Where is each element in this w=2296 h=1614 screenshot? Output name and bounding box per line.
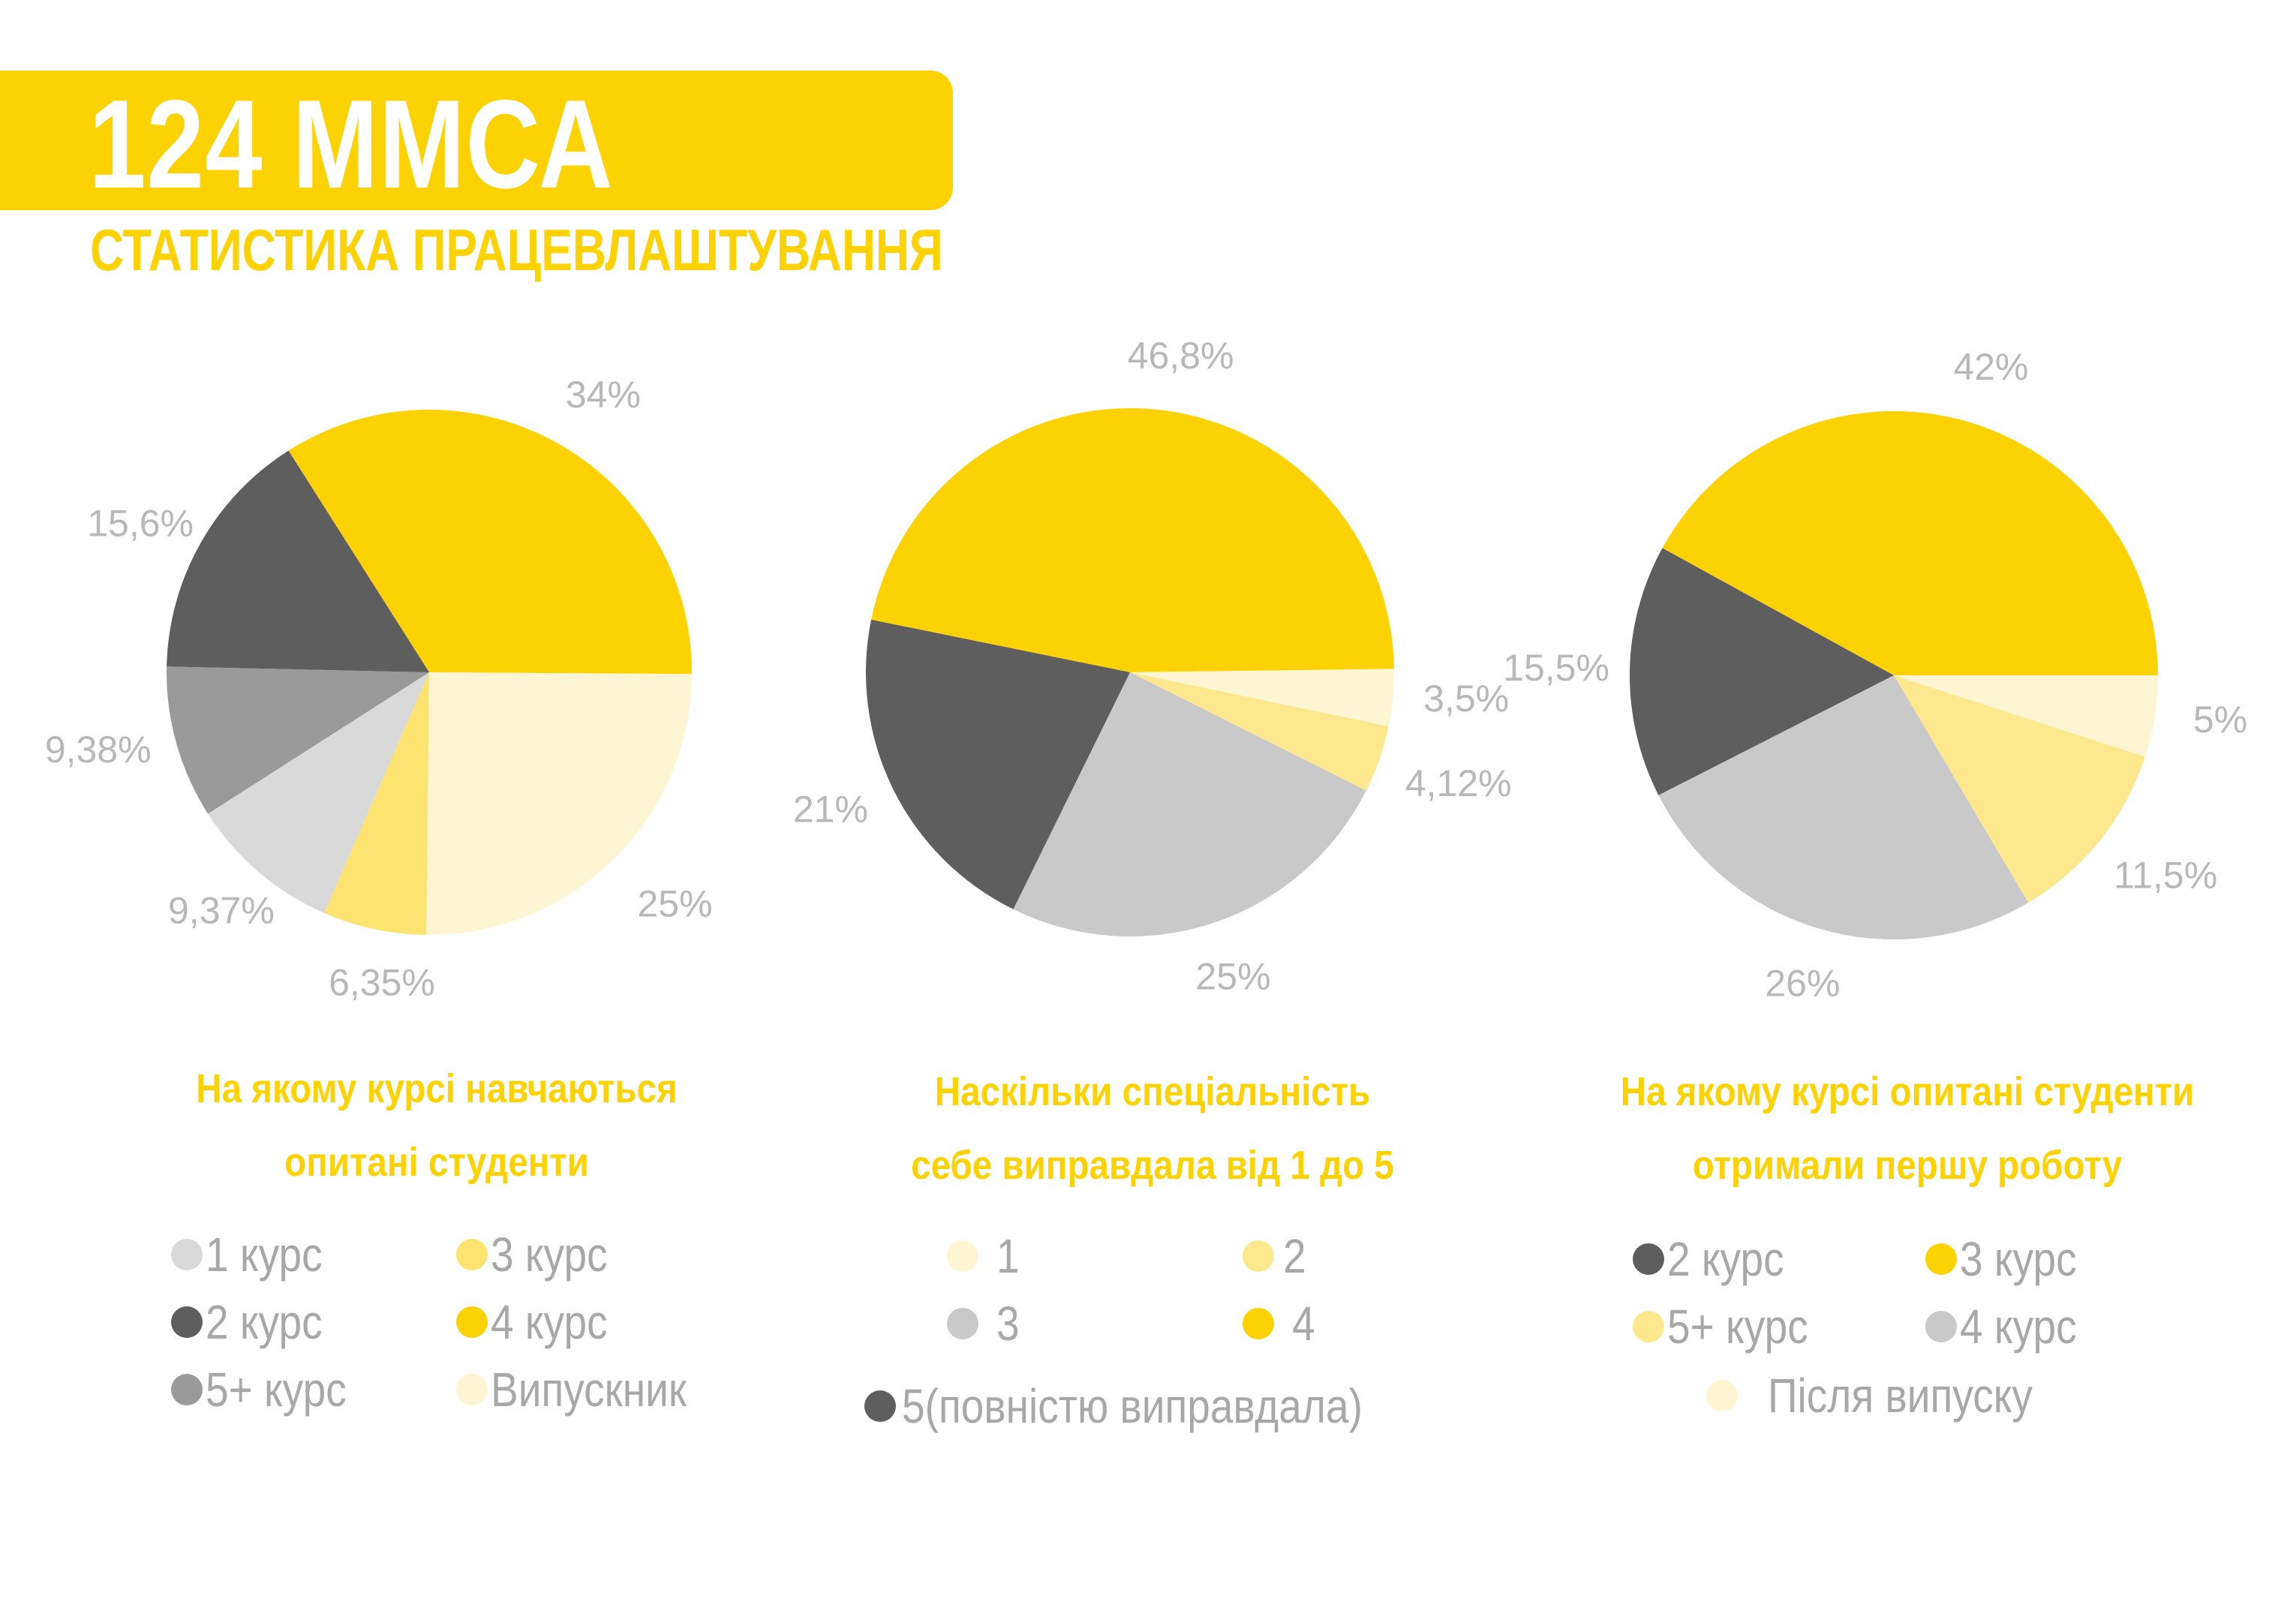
chart-2-slice-5 xyxy=(866,619,1130,909)
legend-dot xyxy=(1925,1243,1957,1275)
chart-3-slice-1 xyxy=(1662,410,2158,675)
legend-dot xyxy=(1706,1380,1738,1411)
legend-dot xyxy=(1243,1308,1274,1339)
chart-1-slice-1 xyxy=(288,410,692,675)
legend-dot xyxy=(1243,1240,1274,1272)
legend-label: 4 xyxy=(1292,1297,1315,1351)
chart-1-legend-item-2: 2 курс xyxy=(171,1298,341,1346)
chart-1-title-line-1: На якому курсі навчаються xyxy=(196,1066,678,1111)
chart-2-legend-item-5: 5(повністю виправдала) xyxy=(864,1382,1438,1430)
legend-dot xyxy=(947,1240,978,1272)
legend-dot xyxy=(1633,1243,1664,1275)
chart-2-legend-item-3: 3 xyxy=(947,1300,1023,1348)
chart-3-slice-2-label: 5% xyxy=(2193,699,2247,741)
title-banner xyxy=(0,71,953,210)
chart-2-slice-3-label: 4,12% xyxy=(1405,762,1512,804)
chart-3-slice-1-label: 42% xyxy=(1953,346,2028,388)
chart-2-slice-5-label: 21% xyxy=(793,788,868,830)
legend-label: 3 курс xyxy=(1960,1232,2077,1286)
chart-3-legend-item-5: Після випуску xyxy=(1706,1372,2075,1420)
legend-label: 2 xyxy=(1283,1229,1306,1283)
legend-dot xyxy=(171,1306,203,1338)
legend-label: 2 курс xyxy=(206,1295,323,1349)
page-subtitle: СТАТИСТИКА ПРАЦЕВЛАШТУВАННЯ xyxy=(90,217,943,283)
legend-label: 3 xyxy=(996,1297,1020,1351)
chart-1-slice-1-label: 34% xyxy=(566,374,641,416)
chart-3-title-line-2: отримали першу роботу xyxy=(1692,1143,2123,1188)
chart-1-legend-item-1: 1 курс xyxy=(171,1231,341,1279)
chart-1-legend-item-6: Випускник xyxy=(456,1366,718,1414)
chart-2-slice-1 xyxy=(871,408,1394,672)
chart-3-slice-5-label: 15,5% xyxy=(1503,647,1609,689)
chart-2-legend-item-4: 4 xyxy=(1243,1300,1319,1348)
chart-2-title: Наскільки спеціальність себе виправдала … xyxy=(822,1055,1483,1202)
chart-2-slice-4-label: 25% xyxy=(1196,955,1271,997)
chart-1-legend-item-5: 5+ курс xyxy=(171,1366,369,1414)
chart-3-legend-item-2: 3 курс xyxy=(1925,1235,2096,1283)
chart-2-slice-2 xyxy=(1130,669,1394,727)
chart-2-slice-1-label: 46,8% xyxy=(1128,335,1234,377)
chart-2-title-line-1: Наскільки спеціальність xyxy=(934,1069,1371,1114)
chart-1-slice-3-label: 6,35% xyxy=(329,961,435,1003)
chart-1-slice-4 xyxy=(208,672,429,913)
legend-label: 4 курс xyxy=(491,1295,608,1349)
chart-1-slice-5 xyxy=(167,666,429,814)
chart-3-slice-4 xyxy=(1658,675,2029,939)
chart-2-slice-2-label: 3,5% xyxy=(1423,678,1509,720)
legend-label: Випускник xyxy=(491,1363,687,1417)
chart-2-legend-item-1: 1 xyxy=(947,1232,1023,1280)
legend-label: 1 xyxy=(996,1229,1020,1283)
chart-1-slice-2-label: 25% xyxy=(638,883,713,925)
chart-1-slice-2 xyxy=(426,672,692,936)
legend-dot xyxy=(947,1308,978,1339)
chart-3-title: На якому курсі опитані студенти отримали… xyxy=(1577,1055,2237,1202)
chart-3-legend-item-1: 2 курс xyxy=(1633,1235,1803,1283)
chart-1-slice-5-label: 9,38% xyxy=(45,729,152,771)
legend-label: 2 курс xyxy=(1667,1232,1784,1286)
chart-1-slice-6 xyxy=(167,450,429,672)
chart-3-legend-item-3: 5+ курс xyxy=(1633,1303,1831,1351)
chart-1-title-line-2: опитані студенти xyxy=(284,1140,589,1185)
chart-1-slice-3 xyxy=(324,672,429,935)
chart-1-legend-item-3: 3 курс xyxy=(456,1231,627,1279)
chart-3-slice-2 xyxy=(1894,675,2158,757)
chart-3-slice-5 xyxy=(1630,548,1894,795)
legend-dot xyxy=(171,1239,203,1270)
chart-2-slice-4 xyxy=(1013,672,1366,936)
chart-3-title-line-1: На якому курсі опитані студенти xyxy=(1620,1069,2195,1114)
chart-2-legend-item-2: 2 xyxy=(1243,1232,1310,1280)
chart-3-slice-3 xyxy=(1894,675,2145,903)
legend-label: 5+ курс xyxy=(1667,1300,1808,1354)
legend-dot xyxy=(456,1374,488,1405)
chart-1-title: На якому курсі навчаються опитані студен… xyxy=(107,1052,767,1199)
legend-dot xyxy=(456,1239,488,1270)
chart-3-slice-4-label: 26% xyxy=(1765,962,1840,1004)
chart-3-slice-3-label: 11,5% xyxy=(2114,854,2217,896)
chart-2-title-line-2: себе виправдала від 1 до 5 xyxy=(911,1143,1394,1188)
legend-dot xyxy=(864,1390,896,1422)
legend-label: 5+ курс xyxy=(206,1363,347,1417)
chart-3-legend-item-4: 4 курс xyxy=(1925,1303,2096,1351)
legend-label: 5(повністю виправдала) xyxy=(902,1379,1363,1433)
chart-1-slice-6-label: 15,6% xyxy=(87,503,194,545)
page-title: 124 ММСА xyxy=(89,74,614,215)
legend-label: 4 курс xyxy=(1960,1300,2077,1354)
legend-dot xyxy=(171,1374,203,1405)
legend-dot xyxy=(1925,1311,1957,1342)
chart-2-slice-3 xyxy=(1130,672,1389,791)
legend-label: 1 курс xyxy=(206,1228,323,1282)
chart-1-slice-4-label: 9,37% xyxy=(168,889,275,931)
legend-dot xyxy=(456,1306,488,1338)
legend-label: 3 курс xyxy=(491,1228,608,1282)
legend-label: Після випуску xyxy=(1768,1369,2033,1423)
chart-1-legend-item-4: 4 курс xyxy=(456,1298,627,1346)
legend-dot xyxy=(1633,1311,1664,1342)
